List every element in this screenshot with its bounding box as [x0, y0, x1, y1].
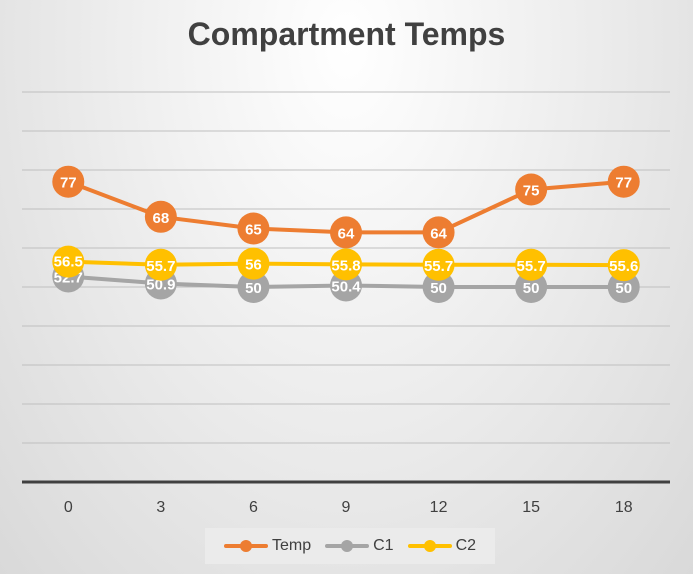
x-tick-label: 12 [430, 499, 448, 516]
data-point [144, 200, 177, 233]
data-point [237, 247, 270, 280]
data-label: 65 [245, 222, 262, 239]
legend-item-c1: C1 [325, 537, 394, 555]
legend-swatch-temp [223, 540, 268, 552]
data-point [515, 271, 548, 303]
legend: Temp C1 C2 [205, 528, 495, 564]
legend-swatch-c1 [325, 540, 370, 552]
data-point [144, 248, 177, 281]
legend-item-c2: C2 [407, 537, 477, 555]
data-label: 55.6 [609, 258, 638, 275]
data-label: 64 [338, 225, 355, 242]
data-point [52, 165, 85, 198]
data-label: 50 [615, 280, 632, 297]
data-label: 50.9 [146, 276, 175, 293]
data-point [52, 245, 85, 278]
data-label: 55.8 [331, 257, 360, 274]
x-tick-label: 18 [615, 499, 633, 516]
data-label: 55.7 [424, 258, 453, 275]
x-tick-label: 15 [522, 499, 540, 516]
x-tick-label: 3 [156, 499, 165, 516]
data-point [330, 248, 362, 281]
data-label: 55.7 [146, 258, 175, 275]
data-label: 50 [523, 280, 540, 297]
data-point [237, 271, 270, 303]
data-point [237, 212, 270, 245]
x-tick-label: 9 [342, 499, 351, 516]
data-point [607, 165, 640, 198]
data-label: 64 [430, 225, 447, 242]
data-label: 55.7 [517, 258, 546, 275]
data-label: 50 [245, 280, 262, 297]
data-point [330, 216, 362, 249]
data-point [515, 248, 548, 281]
data-point [515, 173, 548, 206]
data-label: 56 [245, 257, 262, 274]
legend-swatch-c2 [407, 540, 452, 552]
legend-label-c2: C2 [455, 537, 477, 554]
legend-item-temp: Temp [223, 537, 312, 555]
chart-title: Compartment Temps [187, 16, 506, 52]
data-label: 77 [615, 175, 632, 192]
data-point [422, 216, 455, 249]
x-tick-label: 0 [64, 499, 73, 516]
data-point [422, 271, 455, 303]
legend-label-temp: Temp [271, 537, 312, 554]
data-label: 50 [430, 280, 447, 297]
legend-label-c1: C1 [373, 537, 394, 554]
data-point [422, 248, 455, 281]
data-label: 68 [153, 210, 170, 227]
data-point [607, 249, 640, 282]
data-label: 77 [60, 175, 77, 192]
data-label: 75 [523, 183, 540, 200]
data-label: 50.4 [331, 278, 361, 295]
data-label: 56.5 [54, 254, 83, 271]
x-tick-label: 6 [249, 499, 258, 516]
